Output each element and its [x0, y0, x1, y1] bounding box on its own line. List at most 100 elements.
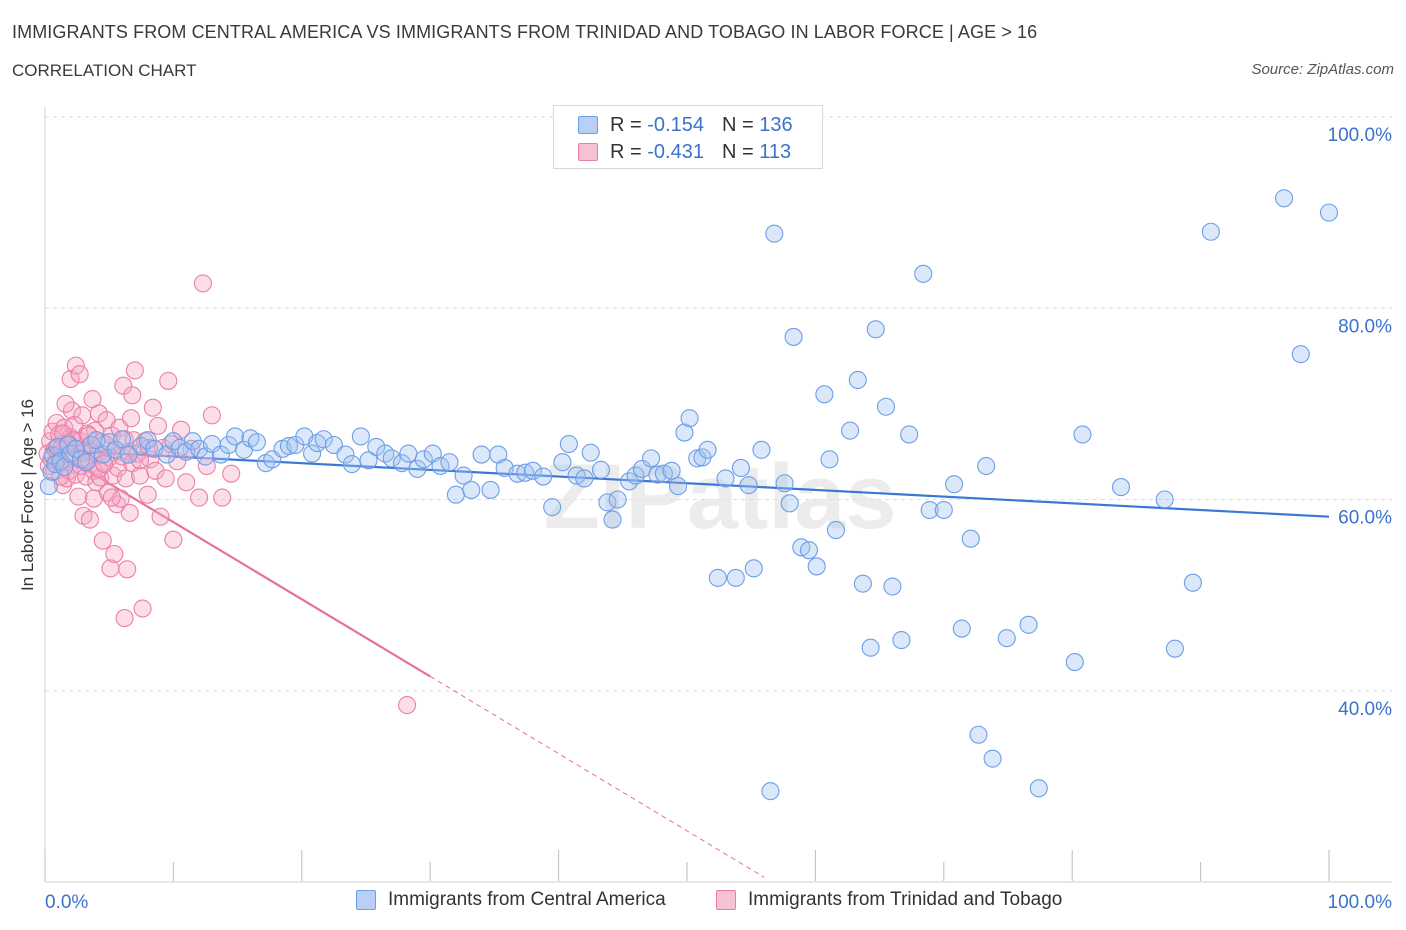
- point-trinidad-tobago: [62, 401, 82, 420]
- point-central-america: [780, 494, 799, 513]
- point-central-america: [952, 619, 971, 638]
- point-central-america: [961, 529, 980, 548]
- point-central-america: [848, 370, 867, 390]
- point-central-america: [698, 440, 717, 459]
- point-central-america: [303, 444, 322, 463]
- point-central-america: [876, 397, 896, 416]
- point-central-america: [726, 568, 745, 587]
- point-trinidad-tobago: [123, 386, 142, 405]
- point-central-america: [765, 224, 784, 243]
- point-trinidad-tobago: [177, 473, 196, 492]
- point-central-america: [472, 445, 491, 464]
- point-central-america: [1111, 478, 1131, 497]
- point-central-america: [662, 461, 681, 480]
- tick-labels: 40.0% 60.0% 80.0% 100.0% 0.0% 100.0%: [45, 125, 1392, 913]
- point-central-america: [481, 480, 500, 499]
- y-tick-label: 40.0%: [1338, 699, 1392, 720]
- point-central-america: [914, 264, 933, 283]
- stats-row-trinidad-tobago: R = -0.431 N = 113: [578, 140, 791, 164]
- n-value: 113: [759, 140, 792, 163]
- point-trinidad-tobago: [102, 488, 121, 507]
- point-trinidad-tobago: [109, 458, 128, 477]
- axes: [44, 107, 1392, 883]
- point-trinidad-tobago: [398, 696, 417, 715]
- legend-label: Immigrants from Trinidad and Tobago: [748, 889, 1063, 910]
- legend-item-trinidad-tobago[interactable]: Immigrants from Trinidad and Tobago: [716, 889, 1062, 911]
- point-central-america: [841, 421, 860, 440]
- point-trinidad-tobago: [151, 507, 170, 526]
- point-central-america: [977, 456, 996, 476]
- point-central-america: [900, 425, 919, 444]
- point-central-america: [680, 409, 699, 428]
- point-trinidad-tobago: [70, 365, 89, 384]
- legend-item-central-america[interactable]: Immigrants from Central America: [356, 889, 666, 911]
- point-central-america: [279, 436, 299, 456]
- x-tick-label: 100.0%: [1328, 892, 1393, 913]
- point-trinidad-tobago: [159, 371, 178, 390]
- n-value: 136: [759, 113, 793, 136]
- point-central-america: [626, 466, 645, 485]
- point-central-america: [559, 434, 578, 454]
- point-central-america: [608, 490, 627, 509]
- point-central-america: [799, 541, 819, 560]
- point-trinidad-tobago: [143, 398, 162, 417]
- r-value: -0.154: [647, 113, 704, 136]
- legend-label: Immigrants from Central America: [388, 889, 666, 910]
- point-central-america: [247, 433, 266, 452]
- point-central-america: [523, 461, 542, 480]
- point-central-america: [414, 450, 433, 469]
- data-points: [38, 189, 1339, 801]
- point-central-america: [336, 445, 355, 464]
- point-central-america: [591, 460, 611, 479]
- trend-line-central-america: [44, 448, 1330, 518]
- point-central-america: [543, 498, 562, 517]
- point-trinidad-tobago: [53, 424, 73, 443]
- point-trinidad-tobago: [148, 416, 168, 435]
- point-central-america: [997, 629, 1016, 648]
- point-central-america: [1275, 189, 1294, 208]
- point-central-america: [431, 456, 450, 476]
- point-central-america: [866, 320, 885, 339]
- point-central-america: [716, 469, 735, 488]
- point-central-america: [508, 464, 527, 483]
- point-trinidad-tobago: [146, 461, 165, 480]
- point-central-america: [1065, 653, 1084, 672]
- point-central-america: [164, 432, 183, 451]
- legend-swatch-pink: [578, 143, 598, 161]
- point-trinidad-tobago: [56, 394, 75, 413]
- point-trinidad-tobago: [89, 404, 108, 423]
- point-trinidad-tobago: [66, 356, 85, 375]
- point-central-america: [969, 725, 988, 744]
- point-central-america: [1155, 490, 1174, 509]
- point-trinidad-tobago: [168, 452, 187, 471]
- point-trinidad-tobago: [105, 544, 124, 564]
- point-central-america: [516, 463, 535, 482]
- y-tick-label: 80.0%: [1338, 316, 1392, 337]
- point-central-america: [183, 432, 202, 451]
- point-trinidad-tobago: [222, 464, 241, 483]
- point-central-america: [648, 465, 667, 484]
- point-trinidad-tobago: [120, 503, 139, 522]
- point-trinidad-tobago: [156, 469, 175, 488]
- x-tick-label: 0.0%: [45, 892, 88, 913]
- point-central-america: [775, 474, 794, 493]
- point-central-america: [71, 450, 91, 469]
- point-central-america: [61, 444, 80, 463]
- point-central-america: [534, 467, 553, 486]
- point-central-america: [581, 443, 600, 462]
- point-central-america: [861, 638, 880, 657]
- point-central-america: [553, 453, 572, 472]
- point-trinidad-tobago: [130, 466, 150, 485]
- point-central-america: [351, 427, 370, 446]
- point-central-america: [1073, 425, 1092, 444]
- gridlines: [45, 116, 1392, 692]
- point-trinidad-tobago: [84, 489, 103, 508]
- point-central-america: [892, 631, 911, 650]
- point-central-america: [1019, 615, 1038, 634]
- point-central-america: [314, 430, 333, 449]
- point-central-america: [603, 510, 622, 529]
- stats-row-central-america: R = -0.154 N = 136: [578, 113, 793, 137]
- point-trinidad-tobago: [93, 531, 112, 550]
- y-axis-label: In Labor Force | Age > 16: [18, 398, 37, 592]
- point-central-america: [784, 327, 803, 346]
